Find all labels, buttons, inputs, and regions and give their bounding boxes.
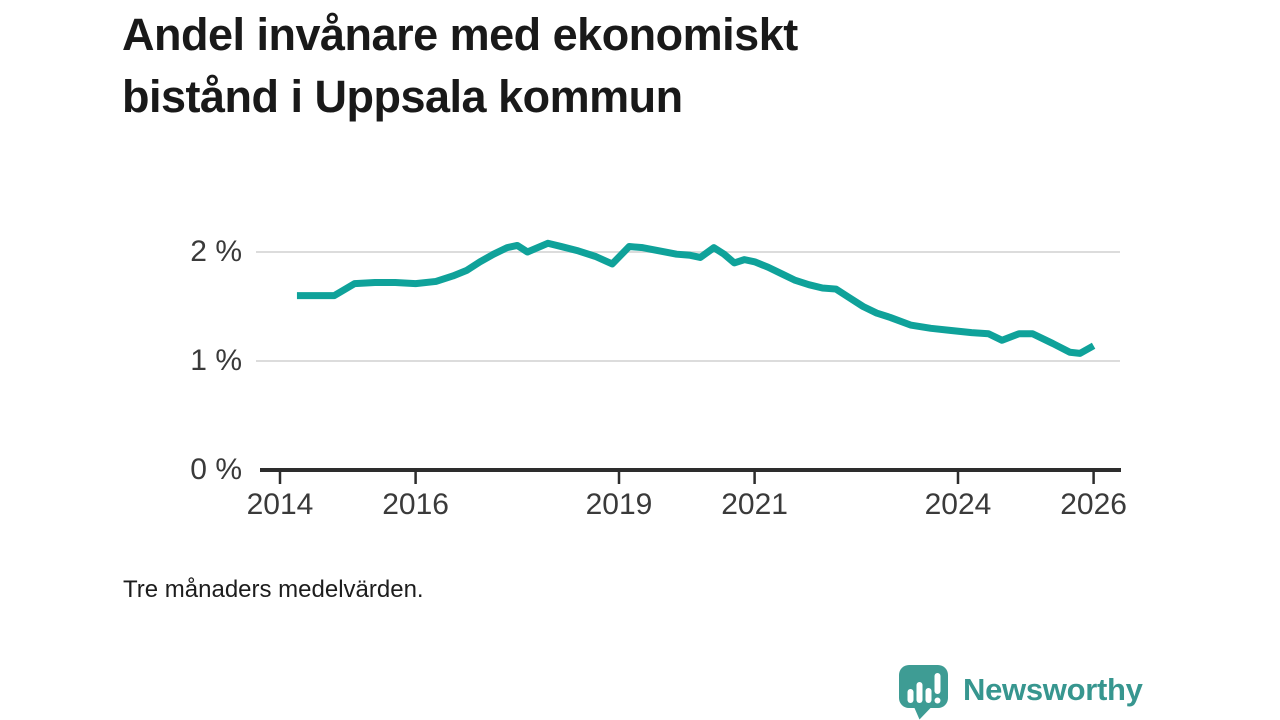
newsworthy-logo: Newsworthy <box>897 664 1143 720</box>
x-axis-tick-label: 2024 <box>924 488 992 521</box>
exclamation-dot-icon <box>934 697 941 704</box>
bar-icon <box>916 682 923 703</box>
bar-icon <box>907 689 914 703</box>
data-line-series <box>296 239 1096 357</box>
newsworthy-wordmark: Newsworthy <box>963 672 1143 707</box>
bar-icon <box>925 688 932 703</box>
y-axis-tick-label: 0 % <box>190 453 242 486</box>
speech-bubble-shape <box>899 665 948 720</box>
chart-footnote: Tre månaders medelvärden. <box>123 576 424 603</box>
x-axis-tick-label: 2026 <box>1060 488 1127 521</box>
y-axis-tick-label: 2 % <box>190 235 242 268</box>
x-axis-tick-label: 2014 <box>246 488 314 521</box>
x-axis-tick-label: 2021 <box>721 488 788 521</box>
x-axis-tick-label: 2016 <box>382 488 449 521</box>
exclamation-stem-icon <box>934 673 941 694</box>
newsworthy-icon <box>899 665 948 720</box>
chart-title: Andel invånare med ekonomiskt bistånd i … <box>122 9 798 123</box>
y-axis-tick-label: 1 % <box>190 344 242 377</box>
x-axis-tick-label: 2019 <box>585 488 653 521</box>
